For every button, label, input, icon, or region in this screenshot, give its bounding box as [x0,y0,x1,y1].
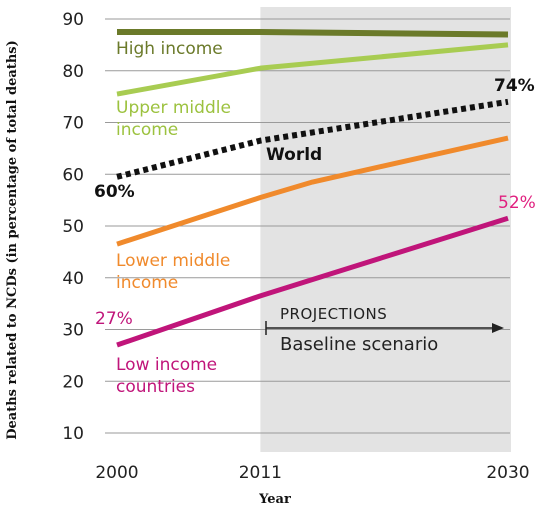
series-line-world [116,98,509,180]
y-axis-title: Deaths related to NCDs (in percentage of… [5,40,20,440]
y-tick-labels: 10 20 30 40 50 60 70 80 90 [62,10,84,444]
start-value-low-income-countries: 27% [95,309,133,329]
y-tick-10: 10 [62,424,84,444]
y-tick-30: 30 [62,321,84,341]
gridlines [105,18,510,434]
x-tick-2011: 2011 [239,463,282,483]
series-label-upper-middle-income-line-1: Upper middle [116,98,231,118]
series-label-lower-middle-income-line-1: Lower middle [116,251,230,271]
series-label-world-line-1: World [266,145,322,165]
series-label-lower-middle-income-line-2: income [116,273,178,293]
projection-arrowhead [492,323,504,333]
start-value-world: 60% [94,182,135,202]
series-label-upper-middle-income-line-2: income [116,120,178,140]
series-line-high-income [117,28,509,38]
x-tick-labels: 2000 2011 2030 [95,463,529,483]
series-label-low-income-countries-line-1: Low income [116,355,217,375]
y-tick-80: 80 [62,62,84,82]
y-tick-90: 90 [62,10,84,30]
x-axis-title: Year [258,492,291,507]
series-line-low-income-countries [116,215,509,348]
projection-label: PROJECTIONS [280,305,387,323]
y-tick-40: 40 [62,269,84,289]
y-tick-60: 60 [62,165,84,185]
end-value-low-income-countries: 52% [498,193,536,213]
x-tick-2000: 2000 [95,463,138,483]
series-line-upper-middle-income [116,42,509,97]
series-label-high-income-line-1: High income [116,39,223,59]
y-tick-20: 20 [62,372,84,392]
x-tick-2030: 2030 [486,463,529,483]
baseline-scenario-label: Baseline scenario [280,334,438,355]
series-label-low-income-countries-line-2: countries [116,377,195,397]
y-tick-70: 70 [62,114,84,134]
series-line-lower-middle-income [116,135,509,247]
projection-annotation: PROJECTIONS Baseline scenario [265,305,504,355]
y-tick-50: 50 [62,217,84,237]
end-value-world: 74% [494,76,535,96]
series-lines [116,28,509,348]
